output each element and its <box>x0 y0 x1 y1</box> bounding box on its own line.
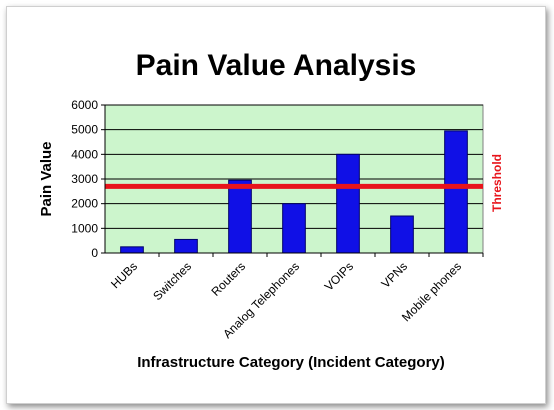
x-category-label: Routers <box>209 259 249 299</box>
chart-frame: Pain Value Analysis 0 1000 2000 3000 4000 500… <box>6 6 546 404</box>
y-tick-label: 3000 <box>71 172 98 186</box>
threshold-label: Threshold <box>490 154 504 212</box>
y-tick-label: 0 <box>91 246 98 260</box>
y-tick-label: 5000 <box>71 123 98 137</box>
y-tick-label: 1000 <box>71 221 98 235</box>
y-axis-ticks: 0 1000 2000 3000 4000 5000 6000 <box>71 98 105 260</box>
x-category-label: HUBs <box>108 259 140 291</box>
bar-voips <box>336 153 360 254</box>
gridlines <box>105 104 483 229</box>
x-axis-title: Infrastructure Category (Incident Catego… <box>137 354 445 371</box>
bar-analog-telephones <box>282 203 306 254</box>
y-tick-label: 2000 <box>71 197 98 211</box>
bar-vpns <box>390 215 414 254</box>
axes <box>104 105 483 254</box>
bar-mobile-phones <box>444 130 468 254</box>
bar-switches <box>174 238 198 254</box>
bar-hubs <box>120 246 144 254</box>
y-axis-title: Pain Value <box>38 141 55 216</box>
y-tick-label: 4000 <box>71 147 98 161</box>
chart-title: Pain Value Analysis <box>136 49 417 82</box>
y-tick-label: 6000 <box>71 98 98 112</box>
x-category-label: Switches <box>150 259 194 303</box>
bars <box>120 130 468 254</box>
x-category-label: VPNs <box>379 259 411 291</box>
pain-value-chart: Pain Value Analysis 0 1000 2000 3000 4000 500… <box>38 49 504 371</box>
bar-routers <box>228 179 252 254</box>
x-category-label: VOIPs <box>322 259 356 293</box>
